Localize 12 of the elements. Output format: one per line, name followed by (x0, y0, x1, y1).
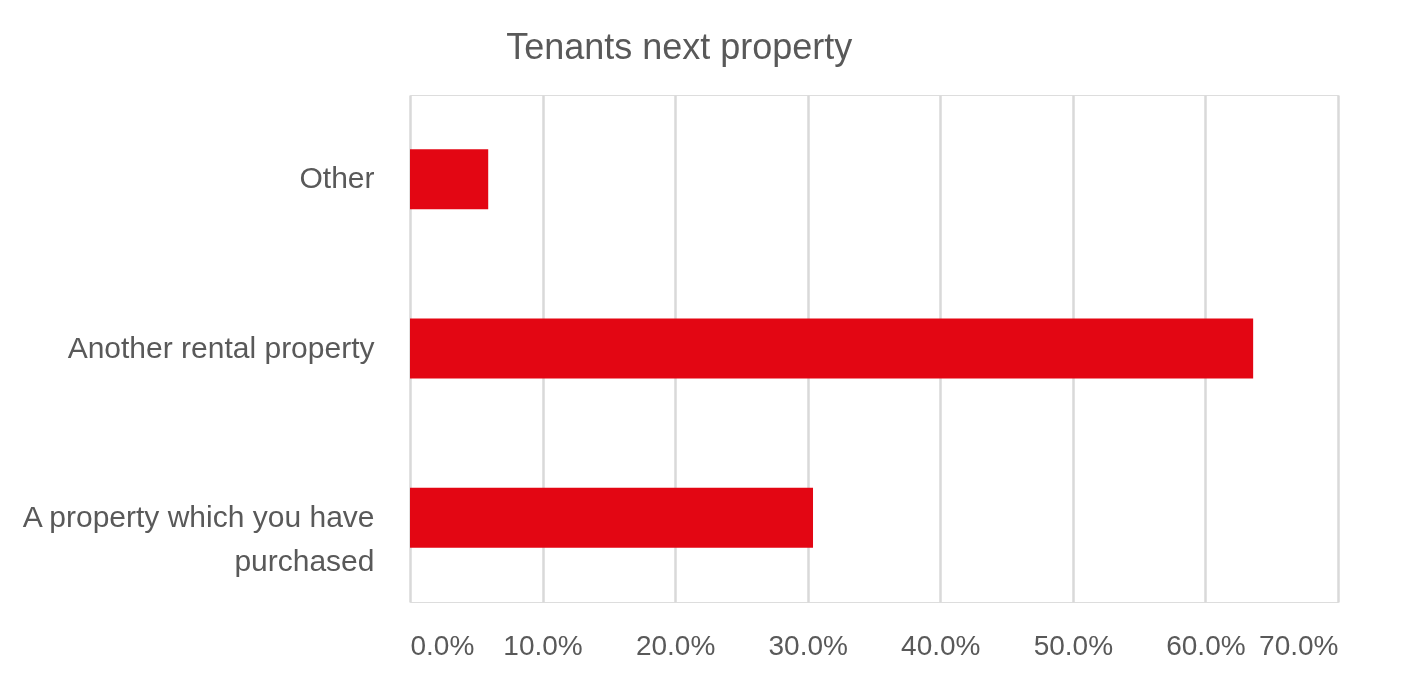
x-tick-label: 10.0% (503, 629, 583, 661)
y-tick-label: A property which you have purchased (22, 499, 375, 577)
chart-title: Tenants next property (506, 26, 853, 67)
y-tick-label: Other (299, 161, 375, 195)
x-tick-label: 20.0% (635, 629, 716, 661)
x-tick-label: 0.0% (410, 629, 475, 661)
x-tick-label: 50.0% (1033, 629, 1114, 661)
x-tick-label: 70.0% (1259, 629, 1339, 661)
x-tick-label: 60.0% (1166, 629, 1246, 661)
x-tick-label: 40.0% (901, 629, 981, 661)
y-tick-label: Another rental property (67, 330, 375, 364)
x-tick-label: 30.0% (768, 629, 848, 661)
